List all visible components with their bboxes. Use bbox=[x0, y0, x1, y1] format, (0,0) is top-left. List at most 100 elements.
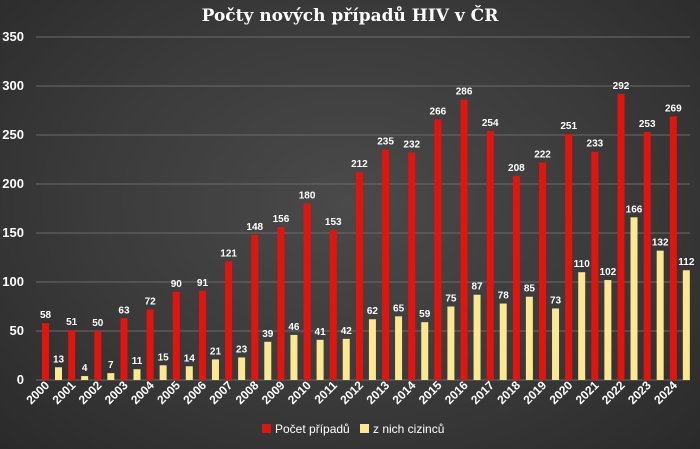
data-label-cases: 286 bbox=[456, 87, 473, 98]
bar-foreigners bbox=[578, 272, 586, 380]
bar-foreigners bbox=[185, 366, 193, 380]
x-tick-label: 2011 bbox=[312, 378, 341, 407]
data-label-foreigners: 11 bbox=[132, 356, 143, 367]
y-tick-label: 250 bbox=[2, 127, 24, 142]
data-label-cases: 254 bbox=[482, 118, 499, 129]
data-label-foreigners: 7 bbox=[108, 360, 114, 371]
data-label-foreigners: 112 bbox=[678, 257, 695, 268]
data-label-foreigners: 78 bbox=[498, 291, 510, 302]
bar-cases bbox=[68, 330, 76, 380]
data-label-foreigners: 85 bbox=[524, 284, 536, 295]
x-tick-label: 2004 bbox=[128, 378, 157, 407]
bar-foreigners bbox=[316, 339, 324, 380]
x-tick-label: 2010 bbox=[285, 378, 314, 407]
bar-foreigners bbox=[159, 365, 167, 380]
x-tick-label: 2016 bbox=[442, 378, 471, 407]
x-tick-label: 2006 bbox=[180, 378, 209, 407]
bar-foreigners bbox=[630, 217, 638, 380]
bar-cases bbox=[382, 149, 390, 380]
bar-foreigners bbox=[499, 303, 507, 380]
data-label-cases: 208 bbox=[508, 163, 525, 174]
x-axis: 2000200120022003200420052006200720082009… bbox=[23, 378, 680, 407]
bar-cases bbox=[146, 309, 154, 380]
bar-foreigners bbox=[552, 308, 560, 380]
bar-foreigners bbox=[656, 250, 664, 380]
bar-foreigners bbox=[211, 359, 219, 380]
data-label-foreigners: 21 bbox=[210, 346, 222, 357]
data-label-foreigners: 102 bbox=[600, 267, 617, 278]
bar-cases bbox=[486, 131, 494, 380]
bar-cases bbox=[94, 331, 102, 380]
data-label-foreigners: 65 bbox=[393, 303, 405, 314]
data-label-foreigners: 73 bbox=[550, 295, 562, 306]
x-tick-label: 2013 bbox=[363, 378, 392, 407]
data-label-foreigners: 110 bbox=[574, 259, 591, 270]
x-tick-label: 2018 bbox=[494, 378, 523, 407]
data-label-foreigners: 166 bbox=[626, 204, 643, 215]
bar-foreigners bbox=[264, 341, 272, 380]
data-label-foreigners: 4 bbox=[82, 363, 88, 374]
legend-swatch-cases bbox=[262, 424, 271, 433]
bar-foreigners bbox=[473, 294, 481, 380]
data-label-cases: 50 bbox=[92, 318, 104, 329]
bar-cases bbox=[172, 291, 180, 380]
data-label-cases: 269 bbox=[665, 103, 682, 114]
bar-foreigners bbox=[604, 280, 612, 380]
x-tick-label: 2001 bbox=[50, 378, 79, 407]
bar-cases bbox=[225, 261, 233, 380]
bar-foreigners bbox=[447, 306, 455, 380]
bar-foreigners bbox=[395, 316, 403, 380]
bar-foreigners bbox=[290, 334, 298, 380]
bar-foreigners bbox=[682, 270, 690, 380]
bar-cases bbox=[251, 234, 259, 380]
x-tick-label: 2002 bbox=[76, 378, 105, 407]
x-tick-label: 2000 bbox=[23, 378, 52, 407]
x-tick-label: 2019 bbox=[520, 378, 549, 407]
bar-cases bbox=[120, 318, 128, 380]
x-tick-label: 2012 bbox=[337, 378, 366, 407]
data-label-cases: 233 bbox=[587, 139, 604, 150]
x-tick-label: 2024 bbox=[651, 378, 680, 407]
data-label-cases: 180 bbox=[299, 191, 316, 202]
bar-foreigners bbox=[55, 367, 62, 380]
data-label-cases: 51 bbox=[66, 317, 78, 328]
data-label-foreigners: 87 bbox=[471, 282, 483, 293]
legend: Počet případů z nich cizinců bbox=[262, 422, 444, 436]
bar-cases bbox=[643, 132, 651, 380]
data-label-cases: 222 bbox=[534, 149, 551, 160]
x-tick-label: 2007 bbox=[207, 378, 236, 407]
bar-cases bbox=[303, 203, 311, 380]
data-label-foreigners: 14 bbox=[184, 353, 196, 364]
x-tick-label: 2017 bbox=[468, 378, 497, 407]
bar-cases bbox=[355, 172, 363, 380]
data-label-cases: 153 bbox=[325, 217, 342, 228]
data-label-cases: 90 bbox=[171, 279, 183, 290]
bar-cases bbox=[669, 116, 677, 380]
bar-cases bbox=[565, 134, 573, 380]
data-label-foreigners: 23 bbox=[236, 344, 248, 355]
bar-foreigners bbox=[238, 357, 246, 380]
bar-foreigners bbox=[342, 338, 350, 380]
chart-title: Počty nových případů HIV v ČR bbox=[202, 5, 500, 26]
data-label-cases: 58 bbox=[40, 310, 52, 321]
bar-foreigners bbox=[107, 373, 115, 380]
data-label-cases: 235 bbox=[377, 137, 394, 148]
bar-cases bbox=[460, 99, 468, 380]
x-tick-label: 2020 bbox=[547, 378, 576, 407]
bar-cases bbox=[617, 93, 625, 380]
bar-cases bbox=[329, 230, 337, 380]
data-label-cases: 91 bbox=[197, 278, 209, 289]
y-tick-label: 100 bbox=[2, 274, 24, 289]
x-tick-label: 2005 bbox=[154, 378, 183, 407]
data-label-cases: 232 bbox=[403, 140, 420, 151]
y-tick-label: 350 bbox=[2, 29, 24, 44]
y-tick-label: 150 bbox=[2, 225, 24, 240]
x-tick-label: 2023 bbox=[625, 378, 654, 407]
data-label-foreigners: 39 bbox=[262, 329, 274, 340]
data-label-foreigners: 75 bbox=[445, 294, 457, 305]
y-tick-label: 50 bbox=[10, 323, 24, 338]
bar-foreigners bbox=[421, 322, 429, 380]
data-label-foreigners: 62 bbox=[367, 306, 379, 317]
bar-foreigners bbox=[81, 376, 89, 380]
